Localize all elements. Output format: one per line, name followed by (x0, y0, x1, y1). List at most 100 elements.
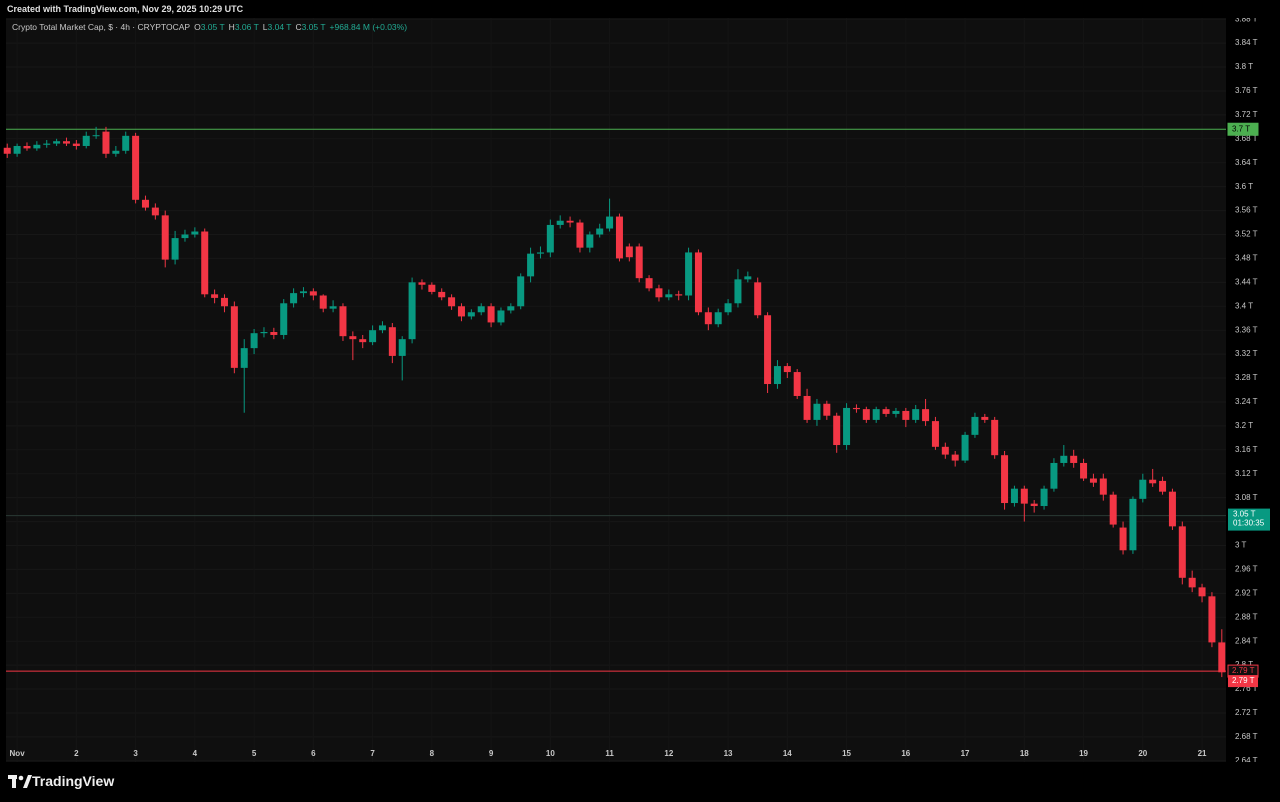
y-tick-label: 3.08 T (1235, 493, 1258, 502)
ohlc-item: H3.06 T (229, 22, 259, 32)
candle-body (1010, 488, 1018, 504)
candle-body (1129, 498, 1137, 551)
candle-body (596, 228, 604, 235)
candle-body (922, 409, 930, 422)
candle-body (527, 253, 535, 277)
y-tick-label: 2.68 T (1235, 732, 1258, 741)
candle-body (299, 291, 307, 294)
candle-body (62, 141, 70, 144)
candle-body (536, 252, 544, 254)
y-tick-label: 3.16 T (1235, 445, 1258, 454)
ohlc-value: 3.06 T (234, 22, 259, 32)
candle-body (1080, 462, 1088, 479)
candle-body (872, 409, 880, 420)
candle-body (1218, 642, 1226, 673)
x-tick-label: 6 (311, 749, 316, 758)
candle-body (378, 325, 386, 331)
y-tick-label: 3.36 T (1235, 325, 1258, 334)
candle-body (497, 310, 505, 323)
candle-body (1188, 577, 1196, 588)
candle-body (418, 282, 426, 285)
y-tick-label: 3.32 T (1235, 349, 1258, 358)
candle-body (665, 294, 673, 298)
candle-body (941, 446, 949, 455)
candle-body (1149, 479, 1157, 484)
candle-body (1099, 478, 1107, 495)
x-tick-label: 16 (901, 749, 910, 758)
candle-body (833, 415, 841, 446)
candle-body (734, 279, 742, 304)
x-tick-label: 13 (724, 749, 733, 758)
y-tick-label: 2.76 T (1235, 684, 1258, 693)
candle-body (655, 288, 663, 298)
candle-body (1001, 455, 1009, 504)
candle-body (457, 306, 465, 317)
y-tick-label: 3.44 T (1235, 277, 1258, 286)
candle-body (467, 312, 475, 317)
candle-body (270, 331, 278, 335)
bar-price-box (1228, 675, 1258, 688)
price-label: 3.7 T (1232, 124, 1250, 133)
candle-body (892, 410, 900, 414)
ohlc-item: C3.05 T (295, 22, 325, 32)
y-tick-label: 3.68 T (1235, 134, 1258, 143)
plot-background (6, 18, 1226, 762)
y-tick-label: 3.48 T (1235, 254, 1258, 263)
candle-body (260, 331, 268, 334)
last-price-box (1228, 508, 1270, 531)
candle-body (1050, 462, 1058, 489)
candle-body (359, 339, 367, 343)
candle-body (141, 199, 149, 208)
y-tick-label: 2.84 T (1235, 636, 1258, 645)
x-tick-label: 5 (252, 749, 257, 758)
candle-body (13, 145, 21, 154)
candle-body (823, 403, 831, 416)
candle-body (645, 278, 653, 289)
ohlc-label: O (194, 22, 201, 32)
y-tick-label: 3.52 T (1235, 230, 1258, 239)
candle-body (1040, 488, 1048, 507)
candle-body (230, 306, 238, 368)
candle-body (1198, 587, 1206, 597)
chart: 2.64 T2.68 T2.72 T2.76 T2.8 T2.84 T2.88 … (3, 18, 1270, 765)
candle-body (783, 366, 791, 373)
candle-body (507, 306, 515, 311)
candle-body (201, 231, 209, 295)
y-tick-label: 3.88 T (1235, 18, 1258, 23)
y-tick-label: 3.28 T (1235, 373, 1258, 382)
y-tick-label: 3.8 T (1235, 62, 1253, 71)
x-tick-label: 19 (1079, 749, 1088, 758)
candle-body (615, 216, 623, 259)
countdown: 01:30:35 (1233, 519, 1265, 528)
candle-body (339, 306, 347, 337)
candle-body (931, 421, 939, 447)
y-tick-label: 2.92 T (1235, 588, 1258, 597)
candle-body (240, 348, 248, 368)
x-tick-label: 8 (430, 749, 435, 758)
candle-body (1178, 526, 1186, 578)
candle-body (991, 419, 999, 456)
candle-body (487, 306, 495, 323)
candle-body (161, 215, 169, 260)
candle-body (576, 222, 584, 248)
candle-body (53, 141, 61, 144)
candle-body (181, 234, 189, 239)
candle-body (72, 143, 80, 146)
y-tick-label: 2.88 T (1235, 612, 1258, 621)
ohlc-value: 3.05 T (200, 22, 225, 32)
x-tick-label: 3 (133, 749, 138, 758)
candle-body (961, 434, 969, 461)
change: +968.84 M (+0.03%) (329, 22, 408, 32)
x-tick-label: 12 (664, 749, 673, 758)
candle-body (912, 409, 920, 420)
candle-body (981, 416, 989, 420)
y-tick-label: 2.64 T (1235, 756, 1258, 765)
candle-body (764, 315, 772, 385)
candle-body (388, 327, 396, 356)
candle-body (566, 220, 574, 223)
y-tick-label: 3.72 T (1235, 110, 1258, 119)
candle-body (82, 135, 90, 146)
candle-body (793, 372, 801, 396)
candle-body (843, 407, 851, 446)
legend: Crypto Total Market Cap, $ · 4h · CRYPTO… (12, 22, 407, 32)
